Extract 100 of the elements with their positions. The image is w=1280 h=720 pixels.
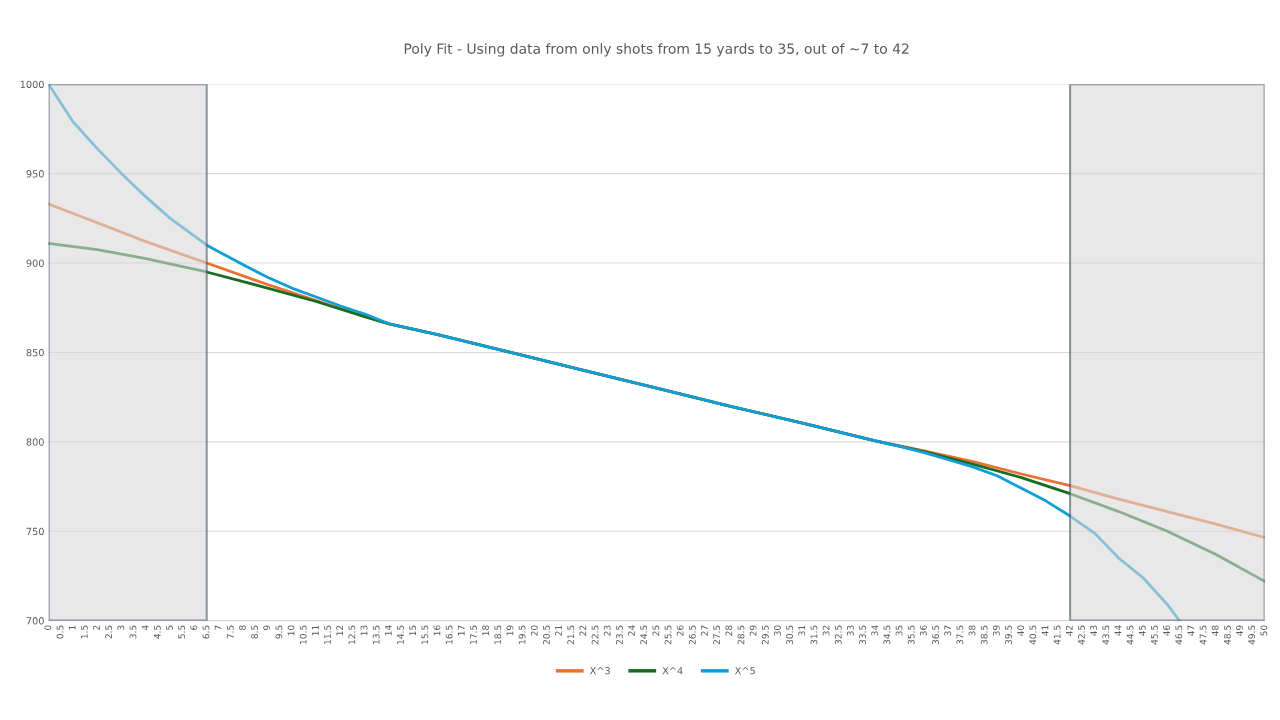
legend-label: X^3 <box>589 667 610 675</box>
x-tick-label: 11.5 <box>324 625 331 644</box>
x-tick-label: 19 <box>506 625 514 636</box>
x-tick-label: 12.5 <box>348 625 356 644</box>
x-tick-label: 44.5 <box>1126 625 1134 645</box>
legend-label: X^5 <box>735 667 755 675</box>
x-tick-label: 23.5 <box>615 625 623 645</box>
x-tick-label: 49.5 <box>1248 625 1256 645</box>
x-tick-label: 16 <box>433 625 441 636</box>
x-tick-label: 34.5 <box>883 625 891 645</box>
x-tick-label: 27 <box>701 625 708 636</box>
x-tick-label: 28 <box>725 625 733 636</box>
x-tick-label: 19.5 <box>518 625 526 644</box>
x-tick-label: 24 <box>628 625 635 636</box>
y-tick-label: 900 <box>26 259 44 267</box>
x-tick-label: 9 <box>263 625 271 630</box>
legend-label: X^4 <box>662 667 683 675</box>
x-tick-label: 48.5 <box>1223 625 1231 645</box>
x-tick-label: 8.5 <box>251 625 258 639</box>
x-tick-label: 43 <box>1090 625 1098 636</box>
x-tick-label: 31.5 <box>810 625 818 645</box>
y-tick-label: 800 <box>26 438 44 446</box>
x-tick-label: 25.5 <box>664 625 672 645</box>
x-tick-label: 48 <box>1211 625 1219 636</box>
x-tick-label: 17.5 <box>470 625 477 644</box>
x-tick-label: 42.5 <box>1078 625 1085 645</box>
x-tick-label: 15.5 <box>421 625 429 644</box>
x-tick-label: 13.5 <box>372 625 380 644</box>
x-tick-label: 5.5 <box>178 625 186 639</box>
x-tick-label: 40.5 <box>1029 625 1037 645</box>
x-tick-label: 46 <box>1163 625 1170 636</box>
x-tick-label: 29 <box>749 625 757 636</box>
x-tick-label: 20 <box>530 625 538 636</box>
x-tick-label: 7 <box>214 625 222 630</box>
x-tick-label: 25 <box>652 625 660 636</box>
x-tick-label: 45 <box>1138 625 1146 636</box>
x-tick-label: 8 <box>238 625 246 630</box>
x-tick-label: 36 <box>919 625 927 636</box>
x-tick-label: 37 <box>944 625 952 636</box>
x-tick-label: 18 <box>482 625 490 636</box>
x-tick-label: 31 <box>798 625 806 636</box>
x-tick-label: 34 <box>871 625 879 636</box>
x-tick-label: 39.5 <box>1005 625 1012 645</box>
x-tick-label: 21.5 <box>567 625 575 645</box>
x-tick-label: 32 <box>822 625 830 636</box>
y-tick-label: 850 <box>26 348 44 357</box>
x-tick-label: 47.5 <box>1199 625 1207 645</box>
x-tick-label: 28.5 <box>737 625 745 645</box>
y-tick-label: 950 <box>26 170 44 178</box>
x-tick-label: 29.5 <box>761 625 769 645</box>
x-tick-label: 35 <box>895 625 903 636</box>
x-tick-label: 10.5 <box>299 625 307 644</box>
x-tick-label: 33 <box>846 625 854 636</box>
x-tick-label: 23 <box>603 625 611 636</box>
x-tick-label: 41 <box>1041 625 1049 636</box>
x-tick-label: 3 <box>117 625 125 630</box>
x-tick-label: 14 <box>385 625 392 636</box>
x-tick-label: 41.5 <box>1053 625 1061 645</box>
x-tick-label: 6.5 <box>202 625 210 639</box>
x-tick-label: 9.5 <box>275 625 283 639</box>
x-tick-label: 4.5 <box>153 625 161 639</box>
x-tick-label: 1 <box>68 625 76 630</box>
x-tick-label: 14.5 <box>397 625 404 644</box>
y-tick-label: 750 <box>26 527 44 536</box>
x-tick-label: 7.5 <box>226 625 234 639</box>
x-tick-label: 26 <box>676 625 684 636</box>
x-tick-label: 2 <box>93 625 100 630</box>
x-tick-label: 36.5 <box>932 625 939 645</box>
x-tick-label: 22.5 <box>591 625 599 645</box>
x-tick-label: 0.5 <box>56 625 64 639</box>
x-tick-label: 24.5 <box>640 625 648 645</box>
y-tick-label: 1000 <box>20 80 44 89</box>
x-tick-label: 2.5 <box>105 625 113 639</box>
y-tick-label: 700 <box>26 617 44 625</box>
x-tick-label: 0 <box>44 625 52 630</box>
x-tick-label: 3.5 <box>129 625 137 639</box>
x-tick-label: 44 <box>1114 625 1122 636</box>
x-tick-label: 39 <box>992 625 1000 636</box>
x-tick-label: 46.5 <box>1175 625 1183 645</box>
x-tick-label: 35.5 <box>907 625 915 645</box>
x-tick-label: 15 <box>409 625 417 636</box>
x-tick-label: 27.5 <box>713 625 721 645</box>
x-tick-label: 22 <box>579 625 587 636</box>
x-tick-label: 13 <box>360 625 368 636</box>
x-tick-label: 1.5 <box>81 625 88 639</box>
x-tick-label: 50 <box>1260 625 1268 636</box>
x-tick-label: 12 <box>336 625 343 636</box>
x-tick-label: 26.5 <box>688 625 696 645</box>
x-tick-label: 42 <box>1065 625 1073 636</box>
x-tick-label: 21 <box>555 625 562 636</box>
x-tick-label: 30 <box>774 625 781 636</box>
x-tick-label: 20.5 <box>542 625 550 645</box>
x-tick-label: 38 <box>968 625 976 636</box>
x-tick-label: 5 <box>166 625 173 630</box>
x-tick-label: 10 <box>287 625 295 636</box>
x-tick-label: 6 <box>190 625 198 630</box>
x-tick-label: 33.5 <box>859 625 866 645</box>
x-tick-label: 18.5 <box>494 625 502 644</box>
x-tick-label: 32.5 <box>834 625 842 645</box>
x-tick-label: 47 <box>1187 625 1195 636</box>
